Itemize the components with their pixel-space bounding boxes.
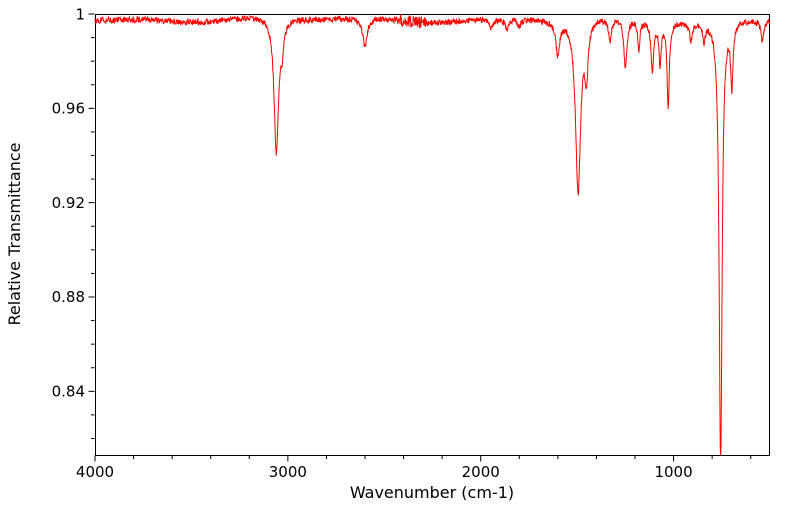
tick-labels: 4000 3000 2000 1000 1 0.96 0.92 0.88 0.84	[52, 5, 693, 481]
x-tick-label: 3000	[269, 463, 307, 481]
plot-border	[95, 14, 770, 456]
y-tick-label: 0.92	[52, 194, 85, 212]
spectrum-line	[94, 14, 771, 456]
y-tick-label: 0.96	[52, 100, 85, 118]
y-tick-label: 0.84	[52, 383, 85, 401]
y-tick-label: 0.88	[52, 288, 85, 306]
x-axis-label: Wavenumber (cm-1)	[350, 483, 514, 502]
x-tick-label: 4000	[76, 463, 114, 481]
minor-ticks	[91, 37, 752, 459]
major-ticks	[88, 13, 675, 462]
y-axis-label: Relative Transmittance	[5, 142, 24, 325]
x-tick-label: 2000	[462, 463, 500, 481]
y-tick-label: 1	[75, 5, 85, 23]
x-tick-label: 1000	[654, 463, 692, 481]
